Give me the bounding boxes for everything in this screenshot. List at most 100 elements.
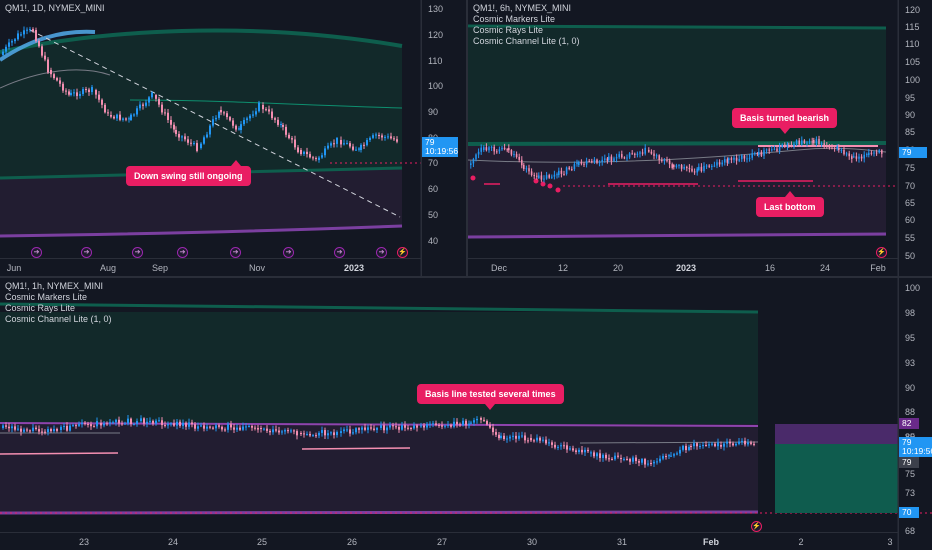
daily-candle xyxy=(44,55,46,60)
basis-line xyxy=(579,441,759,444)
daily-candle xyxy=(35,30,37,41)
lightning-icon[interactable]: ⚡ xyxy=(397,247,408,258)
daily-candle xyxy=(200,143,202,148)
arrow-right-circle-icon[interactable]: ➔ xyxy=(376,247,387,258)
hourly-candle xyxy=(432,423,434,425)
hourly-candle xyxy=(336,431,338,436)
six-hour-candle xyxy=(845,153,848,155)
y-tick: 120 xyxy=(905,5,921,15)
hourly-candle xyxy=(176,421,178,426)
hourly-candle xyxy=(5,425,7,427)
hourly-candle xyxy=(690,446,692,447)
daily-chart-canvas[interactable] xyxy=(0,0,466,276)
arrow-right-circle-icon[interactable]: ➔ xyxy=(177,247,188,258)
six-hour-candle xyxy=(608,156,610,160)
daily-candle xyxy=(88,89,90,93)
arrow-right-circle-icon[interactable]: ➔ xyxy=(132,247,143,258)
hourly-candle xyxy=(287,430,289,432)
daily-chart-pane[interactable]: QM1!, 1D, NYMEX_MINI Down swing still on… xyxy=(0,0,466,276)
x-tick: 24 xyxy=(167,537,179,547)
six-hour-candle xyxy=(801,140,803,145)
daily-candle xyxy=(369,137,371,141)
arrow-right-circle-icon[interactable]: ➔ xyxy=(81,247,92,258)
callout-down-swing: Down swing still ongoing xyxy=(126,160,251,186)
daily-candle xyxy=(343,143,345,145)
six-hour-candle xyxy=(680,165,683,169)
daily-candle xyxy=(393,138,395,140)
six-hour-candle xyxy=(565,167,568,174)
daily-candle xyxy=(164,112,166,114)
daily-candle xyxy=(306,151,308,155)
six-hour-candle xyxy=(641,152,644,154)
six-hour-candle xyxy=(521,159,523,166)
six-hour-candle xyxy=(613,158,615,161)
y-tick: 100 xyxy=(905,75,921,85)
daily-candle xyxy=(38,40,40,47)
projection-lower-box xyxy=(775,444,898,513)
daily-candle xyxy=(268,109,270,112)
daily-candle xyxy=(355,149,357,151)
daily-candle xyxy=(209,125,211,135)
hourly-candle xyxy=(257,428,259,430)
six-hour-symbol-label: QM1!, 6h, NYMEX_MINI xyxy=(473,3,572,13)
daily-candle xyxy=(53,74,55,79)
six-hour-candle xyxy=(848,153,850,157)
six-hour-candle xyxy=(533,175,535,177)
daily-candle xyxy=(349,143,351,147)
daily-price-axis[interactable]: 130 120 110 100 90 80 70 60 50 40 79 10:… xyxy=(421,0,466,276)
daily-candle xyxy=(277,119,279,125)
hourly-candle xyxy=(732,443,734,446)
hourly-candle xyxy=(361,427,363,430)
hourly-candle xyxy=(20,428,22,432)
six-hour-time-axis[interactable]: Dec 12 20 2023 16 24 Feb xyxy=(468,258,898,276)
hourly-candle xyxy=(665,456,667,458)
lightning-icon[interactable]: ⚡ xyxy=(751,521,762,532)
x-tick: 24 xyxy=(819,263,831,273)
daily-candle xyxy=(2,51,4,55)
pane-divider-vertical[interactable] xyxy=(466,0,468,276)
hourly-price-axis[interactable]: 100 98 95 93 90 88 85 82 80 78 75 73 70 … xyxy=(898,278,932,550)
pane-divider-horizontal[interactable] xyxy=(0,276,932,278)
arrow-right-circle-icon[interactable]: ➔ xyxy=(283,247,294,258)
hourly-candle xyxy=(423,425,425,428)
hourly-chart-pane[interactable]: QM1!, 1h, NYMEX_MINI Cosmic Markers Lite… xyxy=(0,278,932,550)
arrow-right-circle-icon[interactable]: ➔ xyxy=(230,247,241,258)
hourly-time-axis[interactable]: 23 24 25 26 27 30 31 Feb 2 3 xyxy=(0,532,898,550)
x-tick: 2 xyxy=(798,537,804,547)
six-hour-candle xyxy=(718,162,721,165)
six-hour-chart-pane[interactable]: QM1!, 6h, NYMEX_MINI Cosmic Markers Lite… xyxy=(468,0,932,276)
channel-top-line xyxy=(468,24,887,30)
daily-candle xyxy=(229,117,231,121)
hourly-candle xyxy=(670,455,672,457)
hourly-candle xyxy=(50,429,52,432)
six-hour-candle xyxy=(671,164,673,168)
arrow-right-circle-icon[interactable]: ➔ xyxy=(31,247,42,258)
hourly-candle xyxy=(653,461,655,464)
six-hour-candle xyxy=(623,157,626,159)
hourly-candle xyxy=(130,418,132,424)
y-tick: 95 xyxy=(905,93,916,103)
x-tick: 27 xyxy=(436,537,448,547)
six-hour-candle xyxy=(688,168,691,170)
price-tag-time: 10:19:56 xyxy=(902,446,932,456)
six-hour-candle xyxy=(501,147,503,150)
six-hour-candle xyxy=(490,146,493,148)
hourly-chart-canvas[interactable] xyxy=(0,278,932,550)
channel-upper-fill xyxy=(0,30,402,178)
daily-candle xyxy=(167,112,169,120)
y-tick: 110 xyxy=(428,56,443,66)
daily-candle xyxy=(122,118,124,120)
hourly-candle xyxy=(753,443,755,445)
six-hour-price-axis[interactable]: 120 115 110 105 100 95 90 85 80 75 70 65… xyxy=(898,0,932,276)
hourly-candle xyxy=(2,425,4,428)
lightning-icon[interactable]: ⚡ xyxy=(876,247,887,258)
hourly-candle xyxy=(93,426,95,428)
daily-time-axis[interactable]: Jun Aug Sep Nov 2023 xyxy=(0,258,421,276)
y-tick: 115 xyxy=(905,22,920,32)
arrow-right-circle-icon[interactable]: ➔ xyxy=(334,247,345,258)
hourly-candle xyxy=(96,421,98,427)
x-tick: 16 xyxy=(764,263,776,273)
hourly-candle xyxy=(563,445,565,447)
daily-candle xyxy=(119,114,121,120)
hourly-candle xyxy=(395,426,397,428)
